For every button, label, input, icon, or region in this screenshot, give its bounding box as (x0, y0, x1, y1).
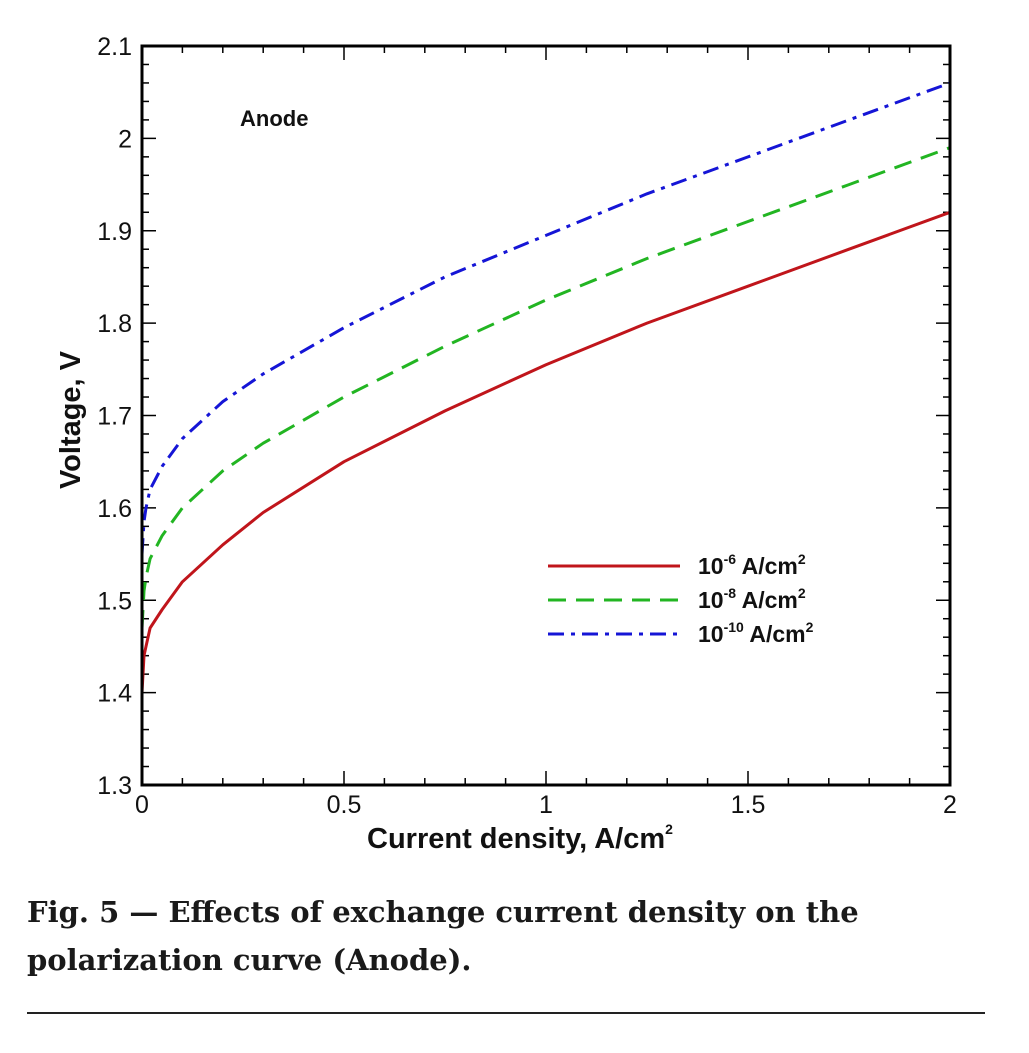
y-tick-label: 1.8 (97, 310, 132, 338)
x-tick-label: 1.5 (731, 791, 766, 819)
x-tick-label: 0 (135, 791, 149, 819)
y-axis-title: Voltage, V (55, 350, 87, 489)
y-tick-label: 1.6 (97, 495, 132, 523)
x-tick-label: 2 (943, 791, 957, 819)
legend-label-3: 10-10 A/cm2 (698, 619, 814, 647)
caption-line-2: polarization curve (Anode). (27, 943, 472, 977)
polarization-chart: 1.3 1.4 1.5 1.6 1.7 1.8 1.9 2 2.1 0 0.5 1 1.5 2 Anode… (55, 33, 957, 855)
axis-ticks (141, 45, 951, 786)
series-lines (140, 81, 951, 693)
series-line-1 (140, 210, 951, 693)
tick-labels: 1.3 1.4 1.5 1.6 1.7 1.8 1.9 2 2.1 0 0.5 1 1.5 2 (97, 33, 957, 819)
legend: 10-6 A/cm2 10-8 A/cm2 10-10 A/cm2 (548, 551, 814, 647)
y-tick-label: 1.7 (97, 403, 132, 431)
figure-caption: Fig. 5 — Effects of exchange current den… (27, 888, 987, 984)
legend-label-1: 10-6 A/cm2 (698, 551, 806, 579)
plot-frame (140, 44, 952, 787)
caption-line-1: Fig. 5 — Effects of exchange current den… (27, 895, 859, 929)
caption-rule (27, 1012, 985, 1014)
x-tick-label: 0.5 (327, 791, 362, 819)
legend-label-2: 10-8 A/cm2 (698, 585, 806, 613)
y-tick-label: 1.5 (97, 587, 132, 615)
x-axis-title: Current density, A/cm2 (367, 821, 673, 855)
x-tick-label: 1 (539, 791, 553, 819)
y-tick-label: 1.4 (97, 680, 132, 708)
y-tick-label: 2.1 (97, 33, 132, 61)
series-line-3 (140, 81, 951, 555)
y-tick-label: 1.3 (97, 772, 132, 800)
y-tick-label: 1.9 (97, 218, 132, 246)
series-line-2 (140, 146, 951, 629)
anode-annotation: Anode (240, 106, 308, 131)
y-tick-label: 2 (118, 125, 132, 153)
